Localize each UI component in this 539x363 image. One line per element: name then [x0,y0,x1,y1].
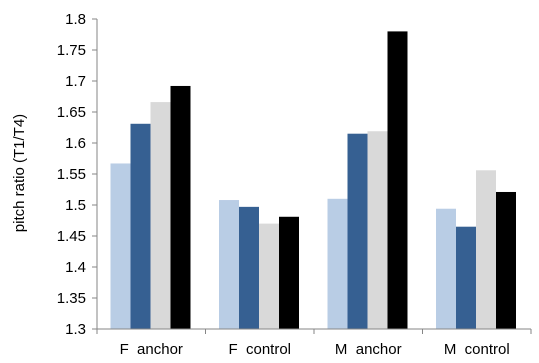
y-axis-ticks: 1.3 1.35 1.4 1.45 1.5 1.55 1.6 1.65 1.7 1.75 1.8 [57,11,97,338]
y-tick-label: 1.4 [65,259,86,276]
bar-series-3-3 [367,131,388,329]
y-tick-label: 1.8 [65,11,86,28]
bar-series-2-4 [456,226,476,329]
y-axis-title: pitch ratio (T1/T4) [11,114,28,232]
bar-series-1-2 [219,200,239,329]
bar-series-4-1 [170,85,191,330]
y-tick-label: 1.45 [57,228,86,245]
bar-series-1-4 [436,208,456,329]
x-category-label: M anchor [335,341,402,358]
bar-series-1-3 [327,198,348,329]
bar-series-3-2 [259,223,279,329]
x-axis-ticks: F anchor F control M anchor M control [96,329,532,358]
bar-series-2-1 [130,123,151,329]
bar-series-1-1 [110,163,131,329]
x-category-label: F control [228,341,291,358]
y-tick-label: 1.75 [57,42,86,59]
bar-series-2-2 [239,206,259,329]
x-category-label: M control [444,341,510,358]
y-tick-label: 1.3 [65,321,86,338]
bar-series-4-4 [496,191,516,329]
y-tick-label: 1.35 [57,290,86,307]
y-tick-label: 1.65 [57,104,86,121]
y-tick-label: 1.55 [57,166,86,183]
x-category-label: F anchor [120,341,183,358]
bar-series-3-1 [150,102,171,329]
bar-series-4-2 [279,216,299,329]
bar-series-2-3 [347,133,368,329]
y-tick-label: 1.7 [65,73,86,90]
y-tick-label: 1.5 [65,197,86,214]
axes [96,19,531,330]
bar-series-3-4 [476,170,496,329]
bars [110,31,516,330]
y-tick-label: 1.6 [65,135,86,152]
bar-series-4-3 [387,31,408,330]
